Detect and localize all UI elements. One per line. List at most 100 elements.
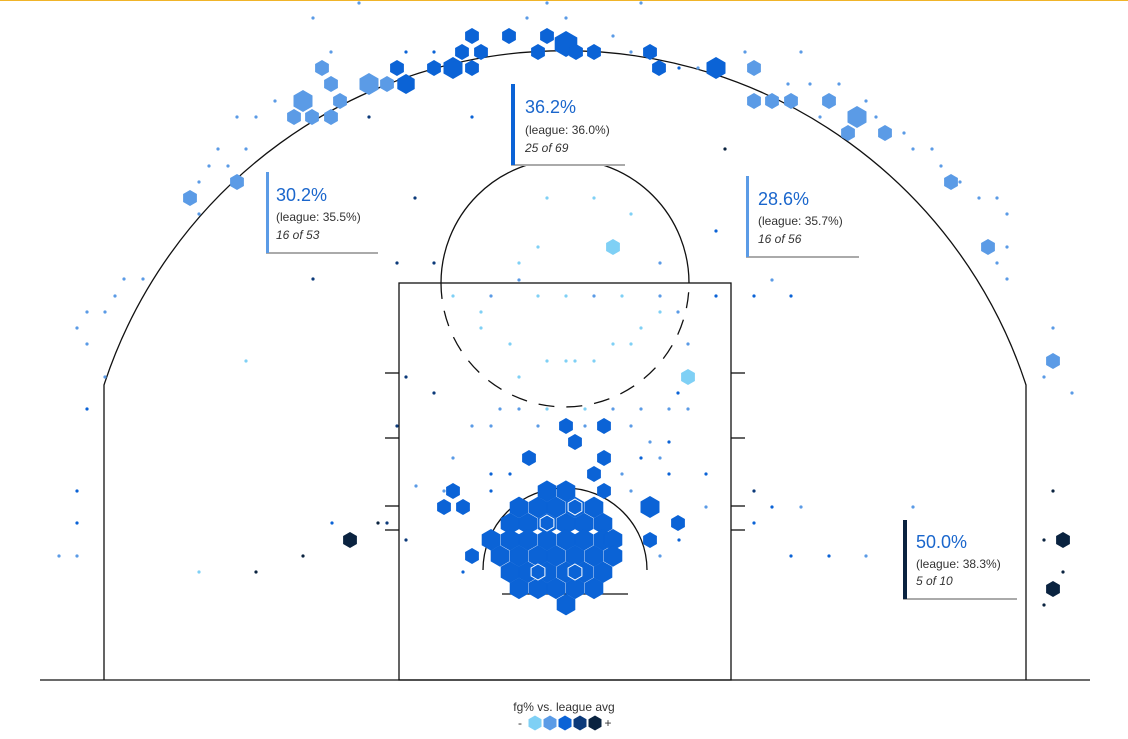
shot-hexbin [878, 125, 892, 141]
shot-hexbin-small [254, 115, 258, 119]
shot-hexbin [528, 715, 542, 731]
legend-high-label: + [604, 716, 611, 730]
zone-label-accent [511, 84, 515, 165]
shot-hexbin [293, 90, 313, 112]
shot-hexbin [543, 715, 557, 731]
zone-made-attempts: 16 of 53 [276, 228, 320, 242]
shot-hexbin [584, 577, 604, 600]
shot-hexbin [509, 577, 529, 600]
zone-pct: 50.0% [916, 532, 967, 552]
shot-hexbin [443, 57, 463, 79]
shot-hexbin [446, 483, 460, 499]
shot-hexbin-small [977, 196, 981, 200]
shot-hexbin [324, 76, 338, 92]
shot-hexbin-small [911, 147, 915, 151]
shot-hexbin-small [629, 342, 633, 346]
shot-hexbin-small [611, 342, 615, 346]
shot-hexbin-small [197, 212, 201, 216]
shot-hexbin-small [85, 310, 89, 314]
shot-hexbin-small [525, 16, 529, 20]
shot-hexbin-small [498, 407, 502, 411]
shot-hexbin [530, 563, 546, 581]
shot-hexbin-small [376, 521, 380, 525]
shot-hexbin-small [620, 294, 624, 298]
shot-hexbin-small [1005, 277, 1009, 281]
shot-hexbin [230, 174, 244, 190]
shot-hexbin-small [1005, 212, 1009, 216]
shot-hexbin [587, 44, 601, 60]
shot-hexbin [588, 715, 602, 731]
shot-hexbin-small [226, 164, 230, 168]
shot-hexbin-small [676, 391, 680, 395]
shot-hexbin-small [235, 115, 239, 119]
shot-hexbin-small [995, 196, 999, 200]
shot-hexbin [565, 577, 585, 600]
shot-hexbin-small [197, 180, 201, 184]
shot-hexbin [593, 561, 613, 583]
shot-hexbin [652, 60, 666, 76]
shot-hexbin [1046, 581, 1060, 597]
zone-label-right-corner: 50.0% (league: 38.3%) 5 of 10 [903, 520, 1017, 600]
zone-pct: 28.6% [758, 189, 809, 209]
shot-hexbin [643, 532, 657, 548]
shot-hexbin-small [545, 359, 549, 363]
zone-label-left-wing: 30.2% (league: 35.5%) 16 of 53 [266, 172, 378, 254]
shot-hexbin-small [75, 489, 79, 493]
shot-hexbin-small [677, 538, 681, 542]
shot-hexbin-small [864, 554, 868, 558]
shot-hexbin [546, 545, 566, 567]
shot-hexbin-small [311, 277, 315, 281]
shot-hexbin [537, 529, 557, 551]
shot-hexbin-small [620, 472, 624, 476]
shot-hexbin-small [508, 342, 512, 346]
shot-hexbin [397, 74, 415, 94]
shot-hexbin [574, 529, 594, 551]
zone-league-avg: (league: 35.5%) [276, 210, 361, 224]
shot-hexbin-small [395, 261, 399, 265]
shot-hexbin-small [451, 456, 455, 460]
shot-hexbin [531, 44, 545, 60]
shot-hexbin-small [432, 261, 436, 265]
shot-hexbin-small [141, 277, 145, 281]
shot-hexbin-small [536, 424, 540, 428]
shot-hexbin-small [902, 131, 906, 135]
shot-hexbin-small [714, 229, 718, 233]
shot-hexbin-small [357, 1, 361, 5]
shot-hexbin-small [592, 196, 596, 200]
shot-hexbin-small [704, 505, 708, 509]
shot-hexbin [465, 548, 479, 564]
shot-hexbin-small [329, 50, 333, 54]
shot-hexbin-small [874, 115, 878, 119]
shot-hexbin-small [911, 505, 915, 509]
shot-hexbin-small [658, 294, 662, 298]
shot-hexbin-small [470, 424, 474, 428]
shot-hexbin [587, 466, 601, 482]
shot-hexbin [481, 529, 501, 551]
shot-hexbin-small [743, 50, 747, 54]
legend-low-label: - [518, 716, 522, 730]
shot-hexbin-small [714, 294, 718, 298]
shot-hexbin [706, 57, 726, 79]
shot-hexbin [315, 60, 329, 76]
shot-hexbin-small [461, 570, 465, 574]
shot-hexbin-small [470, 115, 474, 119]
shot-hexbin-small [1042, 603, 1046, 607]
zone-label-accent [746, 176, 749, 257]
legend: fg% vs. league avg - + [513, 700, 615, 731]
shot-hexbin-small [864, 99, 868, 103]
shot-hexbin [546, 496, 566, 519]
shot-hexbin-small [207, 164, 211, 168]
shot-hexbin-small [1061, 570, 1065, 574]
shot-hexbin-small [57, 554, 61, 558]
shot-hexbin-small [611, 407, 615, 411]
shot-hexbin-small [639, 456, 643, 460]
zone-league-avg: (league: 35.7%) [758, 214, 843, 228]
shot-hexbin-small [85, 407, 89, 411]
shot-hexbin-small [244, 147, 248, 151]
shot-hexbin-small [752, 521, 756, 525]
shot-hexbin-small [75, 521, 79, 525]
shot-hexbin-small [629, 50, 633, 54]
zone-label-box [266, 172, 378, 253]
shot-hexbin [640, 496, 660, 518]
shot-hexbin [671, 515, 685, 531]
